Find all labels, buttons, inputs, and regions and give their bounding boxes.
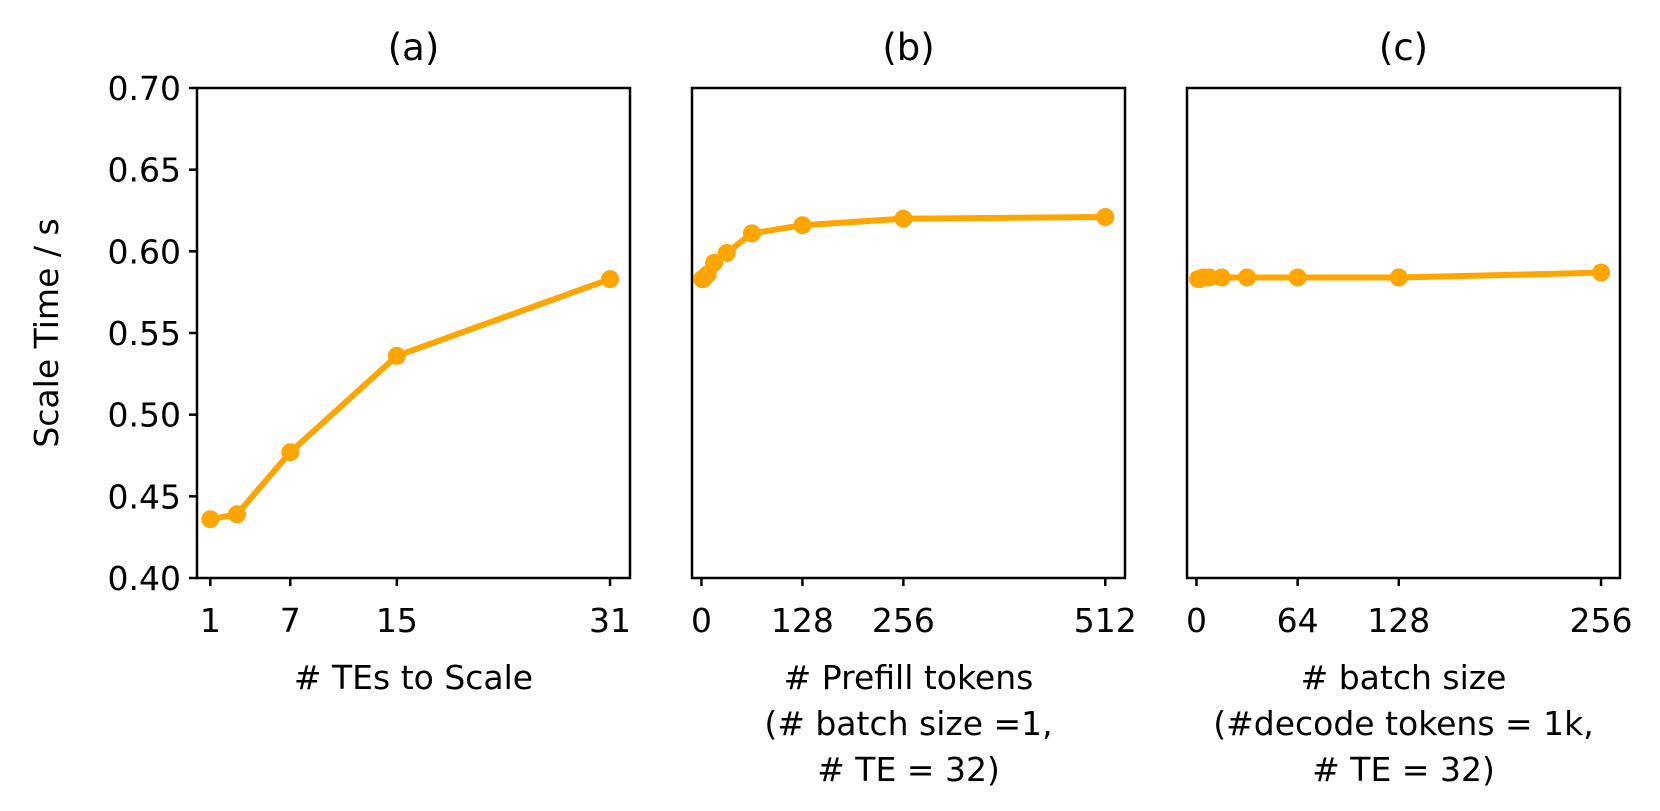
y-tick-label-a: 0.60 bbox=[108, 232, 181, 271]
y-tick-label-a: 0.50 bbox=[108, 396, 181, 435]
data-point-b bbox=[742, 224, 761, 243]
data-point-c bbox=[1238, 268, 1257, 287]
x-tick-label-b: 128 bbox=[771, 601, 834, 640]
x-axis-label-c-line-1: # batch size bbox=[1301, 658, 1507, 697]
y-tick-label-a: 0.70 bbox=[108, 69, 181, 108]
data-point-b bbox=[1096, 208, 1115, 227]
x-tick-label-a: 31 bbox=[589, 601, 631, 640]
x-axis-label-b-line-3: # TE = 32) bbox=[817, 750, 1000, 789]
x-axis-label-c-line-2: (#decode tokens = 1k, bbox=[1213, 704, 1594, 743]
plot-frame-b bbox=[690, 86, 1127, 580]
data-point-c bbox=[1212, 268, 1231, 287]
data-point-b bbox=[894, 209, 913, 228]
data-point-b bbox=[705, 253, 724, 272]
chart-title-a: (a) bbox=[388, 26, 440, 69]
x-tick-label-b: 0 bbox=[691, 601, 712, 640]
data-point-c bbox=[1592, 263, 1611, 282]
data-point-a bbox=[281, 443, 300, 462]
x-tick-label-c: 0 bbox=[1186, 601, 1207, 640]
data-point-a bbox=[601, 270, 620, 289]
data-point-c bbox=[1389, 268, 1408, 287]
data-point-b bbox=[717, 243, 736, 262]
series-line-a bbox=[207, 276, 613, 523]
y-tick-label-a: 0.65 bbox=[108, 151, 181, 190]
x-tick-label-a: 1 bbox=[200, 601, 221, 640]
x-axis-label-b-line-1: # Prefill tokens bbox=[784, 658, 1034, 697]
x-axis-label-a-line-1: # TEs to Scale bbox=[294, 658, 533, 697]
x-tick-label-c: 128 bbox=[1367, 601, 1430, 640]
data-point-a bbox=[387, 346, 406, 365]
data-point-a bbox=[227, 505, 246, 524]
data-point-b bbox=[793, 216, 812, 235]
data-point-a bbox=[201, 510, 220, 529]
x-tick-label-a: 15 bbox=[376, 601, 418, 640]
x-tick-label-a: 7 bbox=[280, 601, 301, 640]
x-tick-label-b: 512 bbox=[1074, 601, 1137, 640]
y-axis-label: Scale Time / s bbox=[27, 218, 66, 447]
x-tick-label-c: 64 bbox=[1277, 601, 1319, 640]
y-tick-label-a: 0.55 bbox=[108, 314, 181, 353]
x-tick-label-c: 256 bbox=[1570, 601, 1633, 640]
y-tick-label-a: 0.40 bbox=[108, 559, 181, 598]
y-tick-label-a: 0.45 bbox=[108, 477, 181, 516]
chart-title-b: (b) bbox=[882, 26, 934, 69]
data-point-c bbox=[1200, 268, 1219, 287]
data-point-c bbox=[1288, 268, 1307, 287]
panel-b: (b) 0 128 256 512 # Prefill tokens (# batch si… bbox=[690, 26, 1137, 789]
x-axis-label-b-line-2: (# batch size =1, bbox=[764, 704, 1052, 743]
x-tick-label-b: 256 bbox=[872, 601, 935, 640]
panel-a: (a) 0.40 0.45 0.50 0.55 0.60 0.65 0.70 1 7 15 31 # T… bbox=[27, 26, 632, 697]
chart-title-c: (c) bbox=[1379, 26, 1428, 69]
plot-frame-a bbox=[195, 86, 632, 580]
panel-c: (c) 0 64 128 256 # batch size (#decode tokens … bbox=[1185, 26, 1633, 789]
x-axis-label-c-line-3: # TE = 32) bbox=[1312, 750, 1495, 789]
plot-frame-c bbox=[1185, 86, 1622, 580]
